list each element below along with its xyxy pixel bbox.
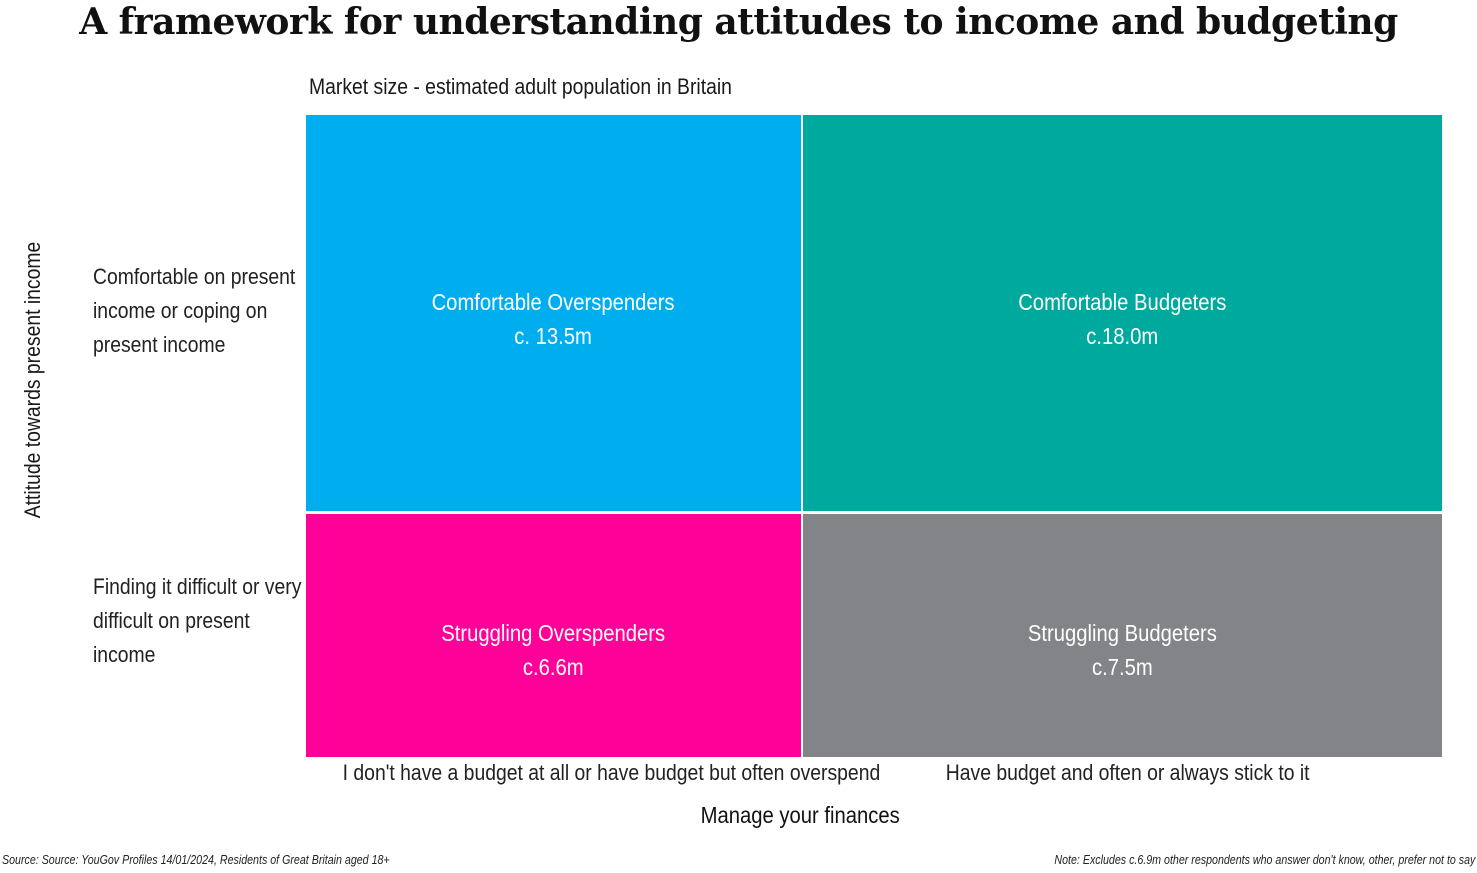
column-label-budget: Have budget and often or always stick to…: [803, 760, 1453, 786]
column-label-budget-text: Have budget and often or always stick to…: [946, 760, 1310, 785]
segment-struggling-overspenders: Struggling Overspenders c.6.6m: [306, 514, 801, 757]
segment-struggling-budgeters: Struggling Budgeters c.7.5m: [803, 514, 1442, 757]
segment-name: Comfortable Overspenders: [432, 289, 675, 315]
segment-value: c.6.6m: [523, 654, 584, 680]
source-note: Source: Source: YouGov Profiles 14/01/20…: [2, 852, 390, 867]
column-label-overspend-text: I don't have a budget at all or have bud…: [342, 760, 881, 785]
segment-comfortable-budgeters: Comfortable Budgeters c.18.0m: [803, 115, 1442, 511]
segment-value: c.7.5m: [1092, 654, 1153, 680]
row-label-comfortable: Comfortable on present income or coping …: [93, 264, 296, 357]
row-label-struggling: Finding it difficult or very difficult o…: [93, 574, 302, 667]
column-label-overspend: I don't have a budget at all or have bud…: [306, 760, 881, 786]
segment-comfortable-overspenders: Comfortable Overspenders c. 13.5m: [306, 115, 801, 511]
segment-name: Struggling Budgeters: [1027, 620, 1218, 646]
exclusion-note: Note: Excludes c.6.9m other respondents …: [1054, 852, 1475, 867]
segment-name: Comfortable Budgeters: [1018, 289, 1227, 315]
chart-title: A framework for understanding attitudes …: [79, 1, 1398, 43]
x-axis-label: Manage your finances: [600, 802, 1000, 829]
segment-value: c. 13.5m: [514, 323, 593, 349]
segment-name: Struggling Overspenders: [441, 620, 666, 646]
x-axis-label-text: Manage your finances: [700, 802, 900, 828]
chart-subtitle: Market size - estimated adult population…: [309, 74, 732, 99]
y-axis-label: Attitude towards present income: [20, 241, 45, 519]
segment-value: c.18.0m: [1086, 323, 1159, 349]
